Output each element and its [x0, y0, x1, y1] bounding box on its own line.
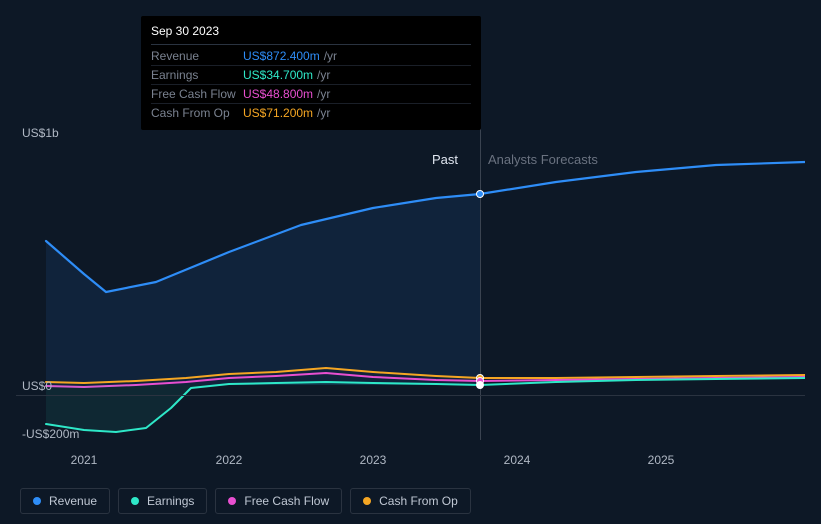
- financials-chart: Sep 30 2023 RevenueUS$872.400m/yrEarning…: [0, 0, 821, 524]
- tooltip-row-label: Revenue: [151, 49, 243, 63]
- tooltip-rows: RevenueUS$872.400m/yrEarningsUS$34.700m/…: [151, 47, 471, 122]
- legend-dot: [228, 497, 236, 505]
- legend-label: Cash From Op: [379, 494, 458, 508]
- tooltip-row-unit: /yr: [324, 49, 337, 63]
- tooltip-row: Cash From OpUS$71.200m/yr: [151, 104, 471, 122]
- legend-item-earnings[interactable]: Earnings: [118, 488, 207, 514]
- tooltip-row-label: Free Cash Flow: [151, 87, 243, 101]
- earnings-marker: [476, 381, 484, 389]
- legend-label: Earnings: [147, 494, 194, 508]
- tooltip-row-value: US$71.200m: [243, 106, 313, 120]
- chart-svg: [16, 120, 805, 450]
- earnings-area: [46, 382, 480, 432]
- revenue-area: [46, 194, 480, 385]
- tooltip-row: RevenueUS$872.400m/yr: [151, 47, 471, 66]
- tooltip-row-value: US$872.400m: [243, 49, 320, 63]
- tooltip-row: EarningsUS$34.700m/yr: [151, 66, 471, 85]
- y-axis-label: US$0: [22, 379, 52, 393]
- x-axis-label: 2023: [360, 453, 387, 467]
- x-axis-line: [16, 395, 805, 396]
- tooltip-row-value: US$34.700m: [243, 68, 313, 82]
- tooltip-row-label: Earnings: [151, 68, 243, 82]
- revenue-marker: [476, 190, 484, 198]
- legend-dot: [33, 497, 41, 505]
- x-axis-label: 2025: [648, 453, 675, 467]
- y-axis-label: US$1b: [22, 126, 59, 140]
- legend-item-free-cash-flow[interactable]: Free Cash Flow: [215, 488, 342, 514]
- x-axis-label: 2022: [216, 453, 243, 467]
- x-axis-label: 2021: [71, 453, 98, 467]
- tooltip-date: Sep 30 2023: [151, 24, 471, 45]
- x-axis-label: 2024: [504, 453, 531, 467]
- y-axis-label: -US$200m: [22, 427, 79, 441]
- legend-dot: [131, 497, 139, 505]
- tooltip-row-unit: /yr: [317, 68, 330, 82]
- tooltip-row-unit: /yr: [317, 87, 330, 101]
- tooltip-row-value: US$48.800m: [243, 87, 313, 101]
- legend: Revenue Earnings Free Cash Flow Cash From O…: [20, 488, 471, 514]
- legend-label: Revenue: [49, 494, 97, 508]
- plot-area[interactable]: Past Analysts Forecasts US$1bUS$0-US$200…: [16, 120, 805, 450]
- legend-item-revenue[interactable]: Revenue: [20, 488, 110, 514]
- legend-dot: [363, 497, 371, 505]
- legend-item-cash-from-op[interactable]: Cash From Op: [350, 488, 471, 514]
- chart-tooltip: Sep 30 2023 RevenueUS$872.400m/yrEarning…: [141, 16, 481, 130]
- tooltip-row-label: Cash From Op: [151, 106, 243, 120]
- legend-label: Free Cash Flow: [244, 494, 329, 508]
- tooltip-row: Free Cash FlowUS$48.800m/yr: [151, 85, 471, 104]
- tooltip-row-unit: /yr: [317, 106, 330, 120]
